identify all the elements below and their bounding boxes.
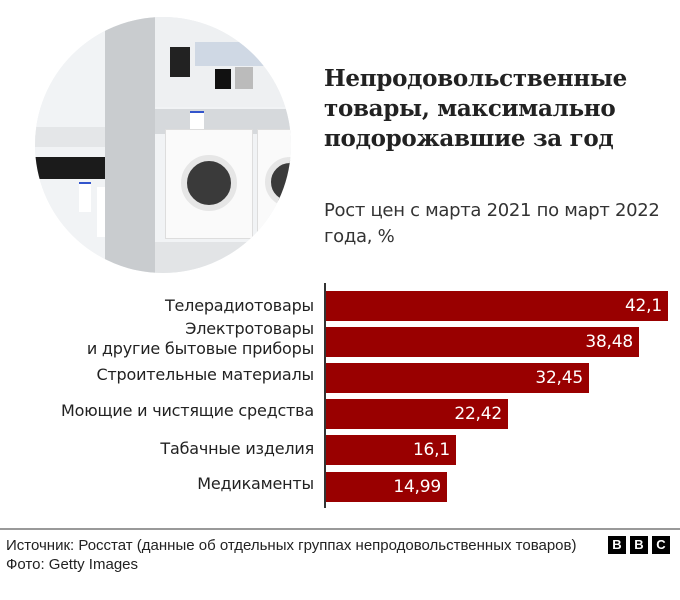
- bar-label: и другие бытовые приборы: [86, 339, 314, 358]
- y-axis-line: [324, 283, 326, 508]
- bar-label: Моющие и чистящие средства: [61, 401, 314, 420]
- bar-label: Телерадиотовары: [164, 296, 314, 315]
- bar-row: Моющие и чистящие средства 22,42: [0, 399, 680, 429]
- bar-label: Электротовары: [185, 319, 314, 338]
- bar: 32,45: [326, 363, 589, 393]
- bar: 22,42: [326, 399, 508, 429]
- bar-row: Медикаменты 14,99: [0, 472, 680, 502]
- bar-value: 16,1: [412, 440, 450, 460]
- bar: 16,1: [326, 435, 456, 465]
- bar-value: 32,45: [535, 368, 583, 388]
- bar-label: Строительные материалы: [96, 365, 314, 384]
- bar-row: Электротовары и другие бытовые приборы 3…: [0, 319, 680, 358]
- bar: 14,99: [326, 472, 447, 502]
- bar-value: 38,48: [585, 332, 633, 352]
- bbc-logo-block: B: [608, 536, 626, 554]
- chart-subtitle: Рост цен с марта 2021 по март 2022 года,…: [324, 200, 660, 247]
- bar: 42,1: [326, 291, 668, 321]
- bar-label: Медикаменты: [197, 474, 314, 493]
- bar-row: Табачные изделия 16,1: [0, 435, 680, 465]
- bar-value: 22,42: [454, 404, 502, 424]
- bar-label: Табачные изделия: [160, 439, 314, 458]
- bar-row: Строительные материалы 32,45: [0, 363, 680, 393]
- footer-separator: [0, 528, 680, 530]
- bar: 38,48: [326, 327, 639, 357]
- source-note: Источник: Росстат (данные об отдельных г…: [6, 537, 577, 554]
- store-photo: [35, 17, 291, 273]
- photo-credit: Фото: Getty Images: [6, 556, 138, 573]
- bar-value: 14,99: [393, 477, 441, 497]
- chart-title: Непродовольственные товары, максимально …: [324, 65, 627, 152]
- bbc-logo-block: C: [652, 536, 670, 554]
- bbc-logo-block: B: [630, 536, 648, 554]
- bar-value: 42,1: [624, 296, 662, 316]
- bar-row: Телерадиотовары 42,1: [0, 291, 680, 321]
- bbc-logo: B B C: [608, 536, 670, 554]
- footer: Источник: Росстат (данные об отдельных г…: [6, 536, 596, 574]
